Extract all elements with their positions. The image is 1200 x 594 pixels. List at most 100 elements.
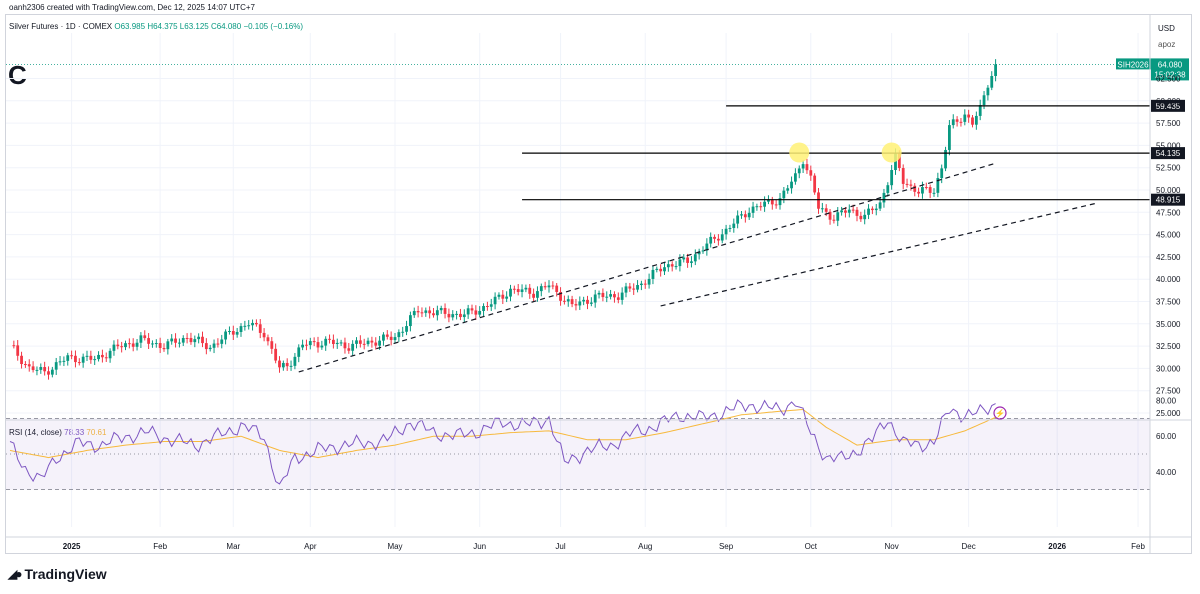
candle-body xyxy=(116,344,120,347)
symbol-legend[interactable]: Silver Futures · 1D · COMEX O63.985 H64.… xyxy=(9,22,303,31)
candle-body xyxy=(632,288,636,290)
highlight-marker xyxy=(789,142,810,163)
candle-body xyxy=(324,338,328,346)
candle-body xyxy=(613,294,616,298)
candle-body xyxy=(547,285,551,288)
candle-body xyxy=(185,337,189,339)
y-tick-label: 42.500 xyxy=(1156,253,1181,262)
candle-body xyxy=(701,250,705,252)
candle-body xyxy=(443,307,447,314)
candle-body xyxy=(270,341,274,349)
candle-body xyxy=(355,340,358,344)
candle-body xyxy=(628,286,632,289)
candle-body xyxy=(131,343,135,347)
candle-body xyxy=(755,206,759,208)
scale-mode-label[interactable]: apoz xyxy=(1158,40,1176,49)
candle-body xyxy=(339,342,343,344)
candle-body xyxy=(948,125,951,150)
candle-body xyxy=(101,354,104,358)
candle-body xyxy=(917,191,920,194)
candle-body xyxy=(794,173,797,182)
y-tick-label: 45.000 xyxy=(1156,231,1181,240)
candle-body xyxy=(428,310,432,314)
candle-body xyxy=(820,208,824,210)
candle-body xyxy=(720,234,724,241)
rsi-label: RSI (14, close) xyxy=(9,428,62,437)
currency-label[interactable]: USD xyxy=(1158,24,1175,33)
candle-body xyxy=(686,257,689,263)
symbol-name: Silver Futures · 1D · COMEX xyxy=(9,22,113,31)
candle-body xyxy=(70,355,73,357)
candle-body xyxy=(589,302,593,304)
candle-body xyxy=(924,187,928,189)
candle-body xyxy=(247,325,251,327)
candle-body xyxy=(235,331,239,335)
candle-body xyxy=(978,105,982,116)
x-tick-label: Jun xyxy=(473,542,486,551)
candle-body xyxy=(208,347,212,350)
candle-body xyxy=(343,342,347,349)
y-tick-label: 47.500 xyxy=(1156,208,1181,217)
candle-body xyxy=(536,291,539,298)
candle-body xyxy=(104,357,108,359)
candle-body xyxy=(666,264,670,268)
candle-body xyxy=(959,121,963,123)
candle-body xyxy=(797,168,801,174)
ticker-tag xyxy=(1116,58,1151,70)
candle-body xyxy=(693,254,697,262)
y-tick-label: 60.000 xyxy=(1156,97,1181,106)
candle-body xyxy=(659,268,663,272)
candle-body xyxy=(616,297,620,300)
candle-body xyxy=(578,301,582,306)
candle-body xyxy=(524,287,528,290)
candle-body xyxy=(886,185,890,193)
x-tick-label: Dec xyxy=(962,542,976,551)
candle-body xyxy=(320,345,324,348)
candle-body xyxy=(462,314,466,318)
countdown-label: 15:02:38 xyxy=(1154,70,1186,79)
candle-body xyxy=(374,342,378,346)
candle-body xyxy=(204,343,208,350)
y-tick-label: 40.000 xyxy=(1156,275,1181,284)
candle-body xyxy=(228,331,231,333)
y-tick-label: 37.500 xyxy=(1156,298,1181,307)
candle-body xyxy=(747,212,751,218)
candle-body xyxy=(135,342,139,347)
candle-body xyxy=(166,341,170,350)
candle-body xyxy=(593,294,597,303)
level-price-tag xyxy=(1151,147,1185,160)
candle-body xyxy=(366,340,370,345)
candle-body xyxy=(905,183,909,185)
x-tick-label: 2026 xyxy=(1048,542,1066,551)
y-tick-label: 50.000 xyxy=(1156,186,1181,195)
candle-body xyxy=(709,236,713,244)
candle-body xyxy=(139,335,143,343)
candle-body xyxy=(724,228,728,235)
rsi-legend[interactable]: RSI (14, close) 78.33 70.61 xyxy=(9,428,106,437)
candle-body xyxy=(77,362,81,364)
candle-body xyxy=(347,348,351,351)
rsi-value: 78.33 xyxy=(64,428,85,437)
x-tick-label: Jul xyxy=(555,542,565,551)
candle-body xyxy=(528,287,532,294)
brand-name: TradingView xyxy=(24,566,107,582)
candle-body xyxy=(416,311,420,313)
candle-body xyxy=(158,343,162,348)
candle-body xyxy=(636,285,639,290)
tradingview-logo[interactable]: ◢● TradingView xyxy=(8,566,107,582)
candle-body xyxy=(81,356,85,363)
candle-body xyxy=(370,340,374,343)
candle-body xyxy=(512,288,516,290)
y-tick-label: 30.000 xyxy=(1156,364,1181,373)
candle-body xyxy=(894,153,897,171)
alert-icon xyxy=(993,406,1007,420)
candle-body xyxy=(143,335,147,339)
candle-body xyxy=(447,313,451,318)
candle-body xyxy=(335,342,339,345)
candle-body xyxy=(412,311,416,316)
candle-body xyxy=(574,304,578,306)
candle-body xyxy=(278,360,281,368)
candle-body xyxy=(690,261,693,263)
